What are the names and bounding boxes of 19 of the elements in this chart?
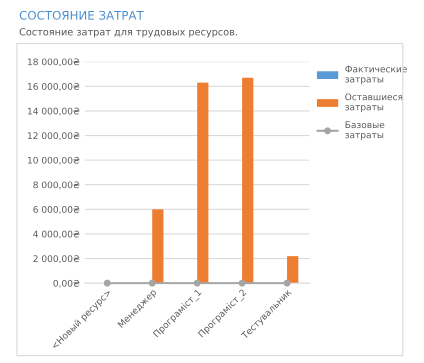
y-tick-label: 12 000,00₴ <box>28 132 80 140</box>
chart-title: СОСТОЯНИЕ ЗАТРАТ <box>20 10 144 20</box>
y-tick-label: 8 000,00₴ <box>33 181 80 190</box>
y-tick-label: 10 000,00₴ <box>28 156 80 165</box>
y-tick-label: 0,00₴ <box>53 280 80 288</box>
bar <box>152 209 164 284</box>
y-tick-label: 14 000,00₴ <box>28 108 80 116</box>
bar <box>197 82 208 284</box>
y-tick-label: 2 000,00₴ <box>33 255 80 264</box>
legend-label: Базовые затраты <box>345 121 384 140</box>
bar <box>287 256 298 284</box>
y-tick-label: 4 000,00₴ <box>33 230 80 238</box>
bar <box>242 78 254 284</box>
chart-subtitle: Состояние затрат для трудовых ресурсов. <box>20 28 237 38</box>
legend-label: Фактические затраты <box>345 66 407 84</box>
y-tick-label: 18 000,00₴ <box>28 58 80 66</box>
y-tick-label: 16 000,00₴ <box>28 83 80 91</box>
y-tick-label: 6 000,00₴ <box>33 206 80 214</box>
legend-label: Оставшиеся затраты <box>345 93 402 112</box>
